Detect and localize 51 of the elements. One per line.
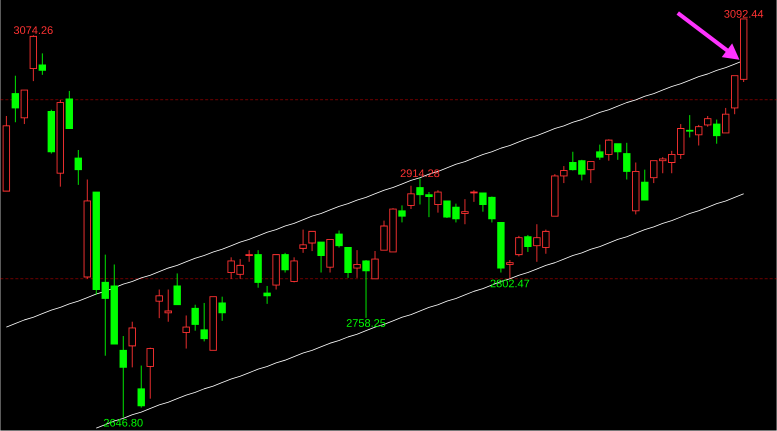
candlestick [704, 116, 712, 128]
candlestick [461, 198, 469, 225]
candlestick [506, 260, 514, 280]
candlestick [156, 289, 163, 319]
candlestick [299, 229, 307, 254]
candlestick [713, 119, 720, 144]
candlestick [641, 169, 648, 201]
candlestick [138, 365, 145, 408]
candlestick [353, 250, 361, 279]
candlestick [398, 205, 406, 224]
candlestick [245, 250, 253, 262]
candlestick [182, 315, 190, 350]
candlestick [416, 178, 424, 206]
candlestick [218, 296, 226, 322]
candlestick [722, 108, 730, 134]
candlestick [128, 321, 136, 368]
candlestick [623, 142, 630, 180]
candlestick [686, 114, 694, 138]
candlestick [596, 144, 604, 160]
candlestick [308, 231, 316, 252]
candlestick [362, 260, 370, 319]
annotation: 2758.25 [346, 319, 386, 328]
candlestick [74, 150, 82, 186]
candlestick [371, 250, 379, 280]
candlestick [605, 138, 612, 162]
candlestick [452, 203, 460, 224]
candlestick [290, 257, 298, 284]
candlestick [146, 347, 154, 400]
annotation: 3092.44 [724, 10, 764, 18]
candlestick [587, 161, 595, 184]
candlestick [425, 192, 433, 218]
candlestick [407, 185, 415, 210]
candlestick [281, 252, 289, 274]
candlestick [164, 289, 172, 322]
candlestick [515, 236, 523, 258]
candlestick [12, 75, 20, 123]
candlestick [524, 234, 532, 253]
candlestick [434, 190, 442, 214]
candlestick [38, 53, 46, 76]
candlestick [614, 143, 622, 160]
candlestick [174, 273, 181, 306]
candlestick [191, 304, 199, 332]
candlestick [443, 200, 451, 219]
candlestick [317, 242, 325, 274]
annotation: 3074.26 [14, 26, 53, 34]
candlestick [263, 286, 271, 304]
candlestick [470, 190, 478, 202]
candlestick [695, 124, 702, 146]
candlestick [335, 230, 343, 248]
candlestick [120, 336, 127, 418]
candlestick [200, 302, 208, 342]
